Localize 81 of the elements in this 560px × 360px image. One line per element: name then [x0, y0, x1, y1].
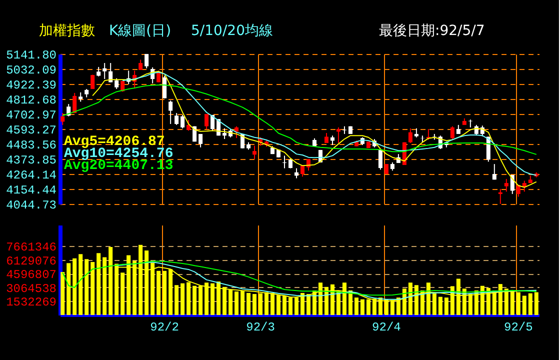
chart-subtitle: K線圖(日)	[109, 23, 172, 39]
candlestick	[96, 66, 101, 77]
candlestick	[456, 124, 460, 134]
candlestick	[114, 78, 119, 90]
candlestick	[90, 74, 95, 90]
bar	[108, 247, 113, 315]
candlestick	[498, 188, 502, 204]
bar	[156, 270, 161, 315]
candlestick	[414, 128, 418, 138]
y-tick-label: 1532269	[6, 296, 56, 310]
candlestick	[288, 158, 293, 169]
candlestick	[108, 62, 113, 83]
y-tick-label: 4373.85	[6, 154, 56, 168]
bar	[90, 262, 95, 315]
y-tick-label: 4264.14	[6, 168, 56, 182]
bar	[174, 285, 179, 315]
bar	[66, 263, 71, 315]
x-tick-label: 92/4	[372, 320, 401, 334]
bar	[534, 292, 538, 315]
y-tick-label: 4044.73	[6, 198, 56, 212]
bar	[162, 270, 167, 315]
y-tick-label: 4922.39	[6, 78, 56, 92]
candlestick	[330, 135, 334, 146]
y-tick-label: 4596807	[6, 268, 56, 282]
candlestick	[180, 114, 185, 129]
bar	[528, 293, 532, 315]
bar	[84, 259, 89, 315]
line-series	[62, 260, 537, 296]
bar	[444, 298, 448, 315]
y-tick-label: 4154.44	[6, 184, 56, 198]
x-tick-label: 92/3	[246, 320, 275, 334]
candlestick	[504, 178, 508, 192]
candlestick	[186, 120, 191, 132]
y-tick-label: 5032.09	[6, 64, 56, 78]
candlestick	[450, 126, 454, 140]
x-tick-label: 92/2	[150, 320, 179, 334]
y-tick-label: 6129076	[6, 254, 56, 268]
y-tick-label: 4702.97	[6, 108, 56, 122]
candlestick	[492, 164, 496, 180]
candlestick	[378, 149, 382, 170]
y-tick-label: 5141.80	[6, 48, 56, 62]
candlestick	[78, 92, 83, 102]
candlestick	[144, 53, 149, 69]
candlestick	[102, 62, 107, 80]
bar	[252, 294, 257, 315]
candlestick	[174, 112, 179, 126]
bar	[96, 253, 101, 315]
candlestick	[204, 113, 209, 130]
bar	[102, 257, 107, 315]
bar	[438, 296, 442, 315]
bar	[354, 298, 358, 315]
candlestick	[138, 59, 143, 70]
candlestick	[234, 126, 239, 139]
candlestick	[252, 145, 257, 160]
candlestick	[336, 126, 340, 144]
candlestick	[408, 128, 412, 144]
candlestick	[162, 75, 167, 99]
bar	[360, 299, 364, 315]
bar	[522, 296, 526, 315]
bar	[72, 258, 77, 315]
y-tick-label: 4593.27	[6, 124, 56, 138]
candlestick	[294, 168, 299, 179]
y-tick-label: 4812.68	[6, 94, 56, 108]
candlestick	[324, 132, 328, 144]
candlestick	[486, 136, 490, 162]
text: 最後日期:92/5/7	[379, 23, 485, 39]
x-tick-label: 92/5	[504, 320, 533, 334]
candlestick	[168, 100, 173, 124]
line-series	[116, 262, 537, 300]
bar	[78, 254, 83, 315]
chart-title: 加權指數	[39, 23, 95, 39]
text: 5/10/20均線	[191, 23, 273, 39]
y-tick-label: 7661346	[6, 240, 56, 255]
candlestick	[156, 70, 161, 83]
candlestick	[60, 112, 65, 126]
bar	[120, 272, 125, 315]
candlestick	[198, 133, 203, 148]
y-tick-label: 4483.56	[6, 138, 56, 152]
candlestick	[222, 128, 227, 140]
bar	[180, 283, 185, 315]
y-tick-label: 3064538	[6, 282, 56, 296]
